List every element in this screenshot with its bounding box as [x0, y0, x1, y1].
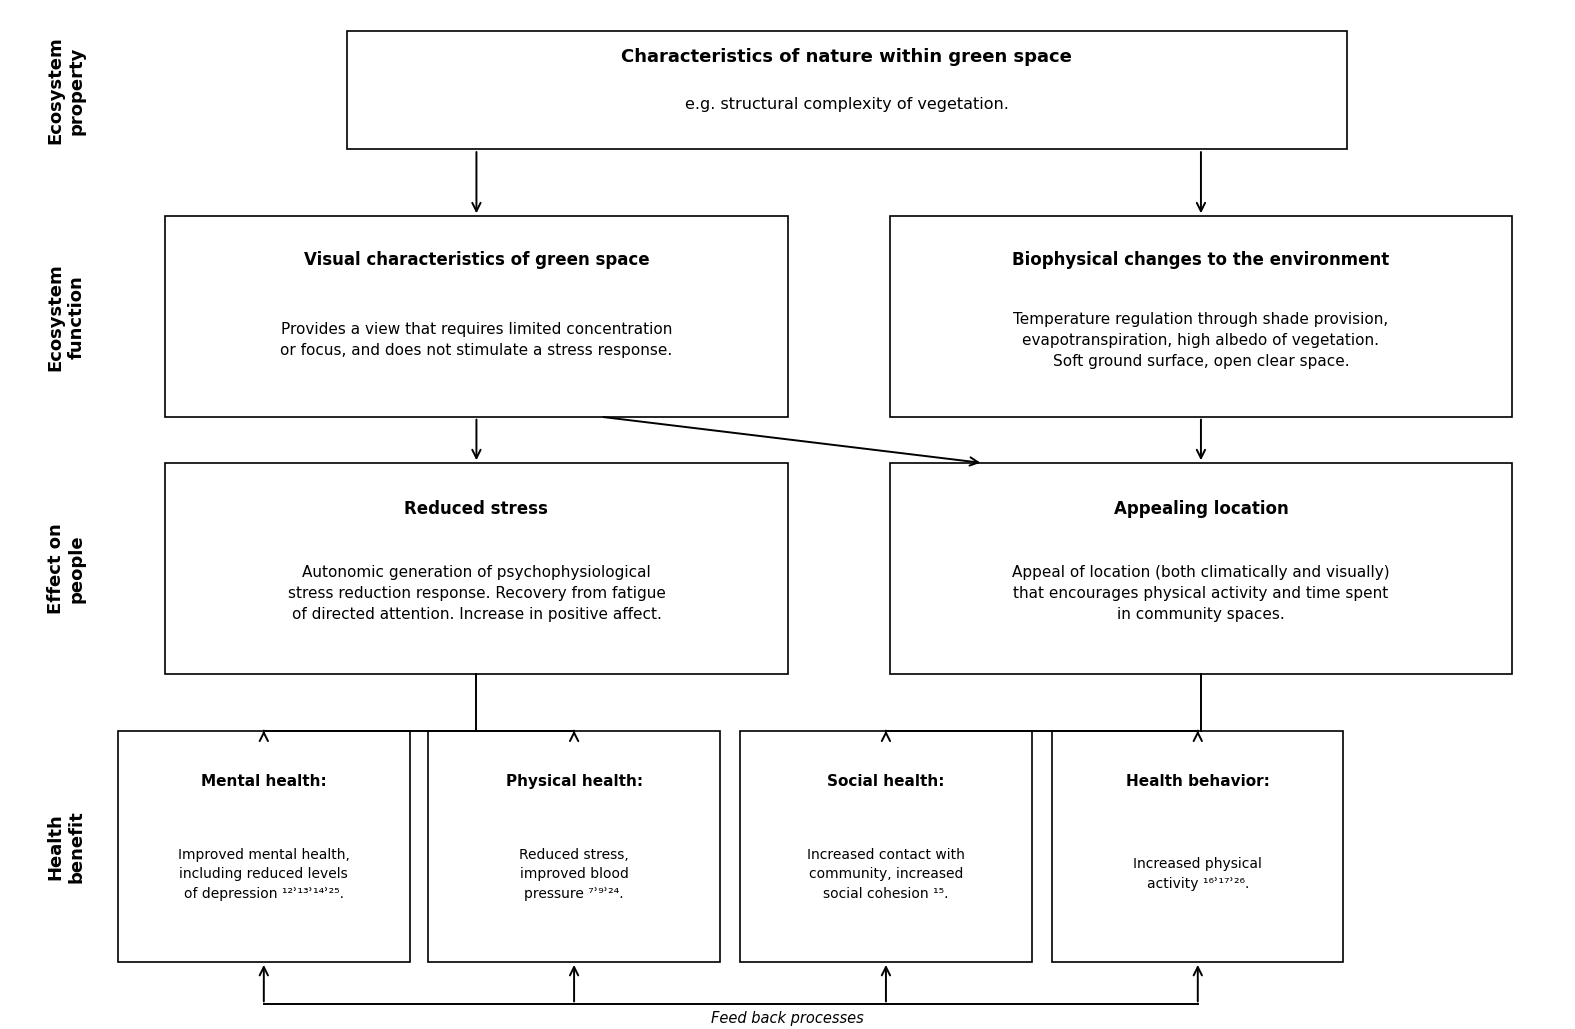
- Text: Autonomic generation of psychophysiological
stress reduction response. Recovery : Autonomic generation of psychophysiologi…: [288, 565, 665, 623]
- Text: Increased physical
activity ¹⁶ʾ¹⁷ʾ²⁶.: Increased physical activity ¹⁶ʾ¹⁷ʾ²⁶.: [1134, 857, 1262, 891]
- FancyBboxPatch shape: [1052, 731, 1343, 962]
- Text: Improved mental health,
including reduced levels
of depression ¹²ʾ¹³ʾ¹⁴ʾ²⁵.: Improved mental health, including reduce…: [178, 848, 350, 900]
- Text: Reduced stress,
improved blood
pressure ⁷ʾ⁹ʾ²⁴.: Reduced stress, improved blood pressure …: [520, 848, 628, 900]
- Text: Ecosystem
function: Ecosystem function: [47, 263, 85, 370]
- Text: Mental health:: Mental health:: [202, 774, 326, 789]
- Text: Provides a view that requires limited concentration
or focus, and does not stimu: Provides a view that requires limited co…: [280, 322, 673, 358]
- Text: Reduced stress: Reduced stress: [405, 500, 548, 519]
- FancyBboxPatch shape: [890, 463, 1512, 674]
- FancyBboxPatch shape: [346, 31, 1347, 149]
- Text: e.g. structural complexity of vegetation.: e.g. structural complexity of vegetation…: [685, 97, 1008, 112]
- Text: Characteristics of nature within green space: Characteristics of nature within green s…: [621, 48, 1073, 66]
- Text: Health
benefit: Health benefit: [47, 811, 85, 883]
- FancyBboxPatch shape: [740, 731, 1032, 962]
- FancyBboxPatch shape: [890, 216, 1512, 417]
- Text: Visual characteristics of green space: Visual characteristics of green space: [304, 251, 649, 270]
- Text: Appeal of location (both climatically and visually)
that encourages physical act: Appeal of location (both climatically an…: [1013, 565, 1389, 623]
- FancyBboxPatch shape: [118, 731, 410, 962]
- FancyBboxPatch shape: [165, 463, 788, 674]
- Text: Feed back processes: Feed back processes: [712, 1012, 863, 1026]
- Text: Increased contact with
community, increased
social cohesion ¹⁵.: Increased contact with community, increa…: [806, 848, 965, 900]
- Text: Social health:: Social health:: [827, 774, 945, 789]
- Text: Appealing location: Appealing location: [1114, 500, 1288, 519]
- Text: Effect on
people: Effect on people: [47, 524, 85, 614]
- Text: Health behavior:: Health behavior:: [1126, 774, 1269, 789]
- Text: Ecosystem
property: Ecosystem property: [47, 37, 85, 144]
- Text: Biophysical changes to the environment: Biophysical changes to the environment: [1013, 251, 1389, 270]
- Text: Temperature regulation through shade provision,
evapotranspiration, high albedo : Temperature regulation through shade pro…: [1013, 312, 1389, 369]
- FancyBboxPatch shape: [165, 216, 788, 417]
- Text: Physical health:: Physical health:: [506, 774, 643, 789]
- FancyBboxPatch shape: [428, 731, 720, 962]
